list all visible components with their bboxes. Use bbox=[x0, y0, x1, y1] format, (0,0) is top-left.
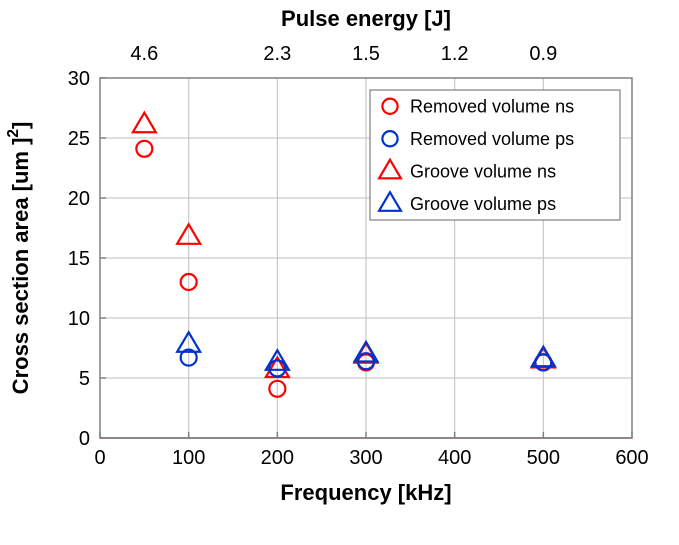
svg-text:1.2: 1.2 bbox=[441, 43, 469, 65]
svg-text:2.3: 2.3 bbox=[263, 43, 291, 65]
svg-text:10: 10 bbox=[68, 308, 90, 330]
svg-text:500: 500 bbox=[527, 447, 560, 469]
svg-text:200: 200 bbox=[261, 447, 294, 469]
legend: Removed volume ns Removed volume ps Groove… bbox=[370, 90, 620, 220]
svg-text:20: 20 bbox=[68, 188, 90, 210]
legend-item-label: Groove volume ps bbox=[410, 194, 556, 214]
svg-text:1.5: 1.5 bbox=[352, 43, 380, 65]
svg-text:15: 15 bbox=[68, 248, 90, 270]
svg-text:0.9: 0.9 bbox=[529, 43, 557, 65]
svg-text:25: 25 bbox=[68, 128, 90, 150]
svg-text:600: 600 bbox=[615, 447, 648, 469]
legend-item-label: Removed volume ps bbox=[410, 129, 574, 149]
svg-text:100: 100 bbox=[172, 447, 205, 469]
legend-item-label: Removed volume ns bbox=[410, 96, 574, 116]
y-axis-label: Cross section area [um ]2] bbox=[5, 122, 33, 395]
svg-text:Cross section area [um ]2]: Cross section area [um ]2] bbox=[5, 122, 33, 395]
svg-text:0: 0 bbox=[79, 428, 90, 450]
svg-text:4.6: 4.6 bbox=[130, 43, 158, 65]
svg-text:400: 400 bbox=[438, 447, 471, 469]
svg-text:5: 5 bbox=[79, 368, 90, 390]
x-axis-label: Frequency [kHz] bbox=[280, 480, 451, 505]
scatter-chart: 0 100 200 300 400 500 600 0 5 10 15 20 25 30 4.6 2.3 1.5… bbox=[0, 0, 679, 545]
svg-text:0: 0 bbox=[94, 447, 105, 469]
legend-item-label: Groove volume ns bbox=[410, 161, 556, 181]
svg-text:300: 300 bbox=[349, 447, 382, 469]
svg-text:30: 30 bbox=[68, 68, 90, 90]
top-axis-label: Pulse energy [J] bbox=[281, 6, 451, 31]
